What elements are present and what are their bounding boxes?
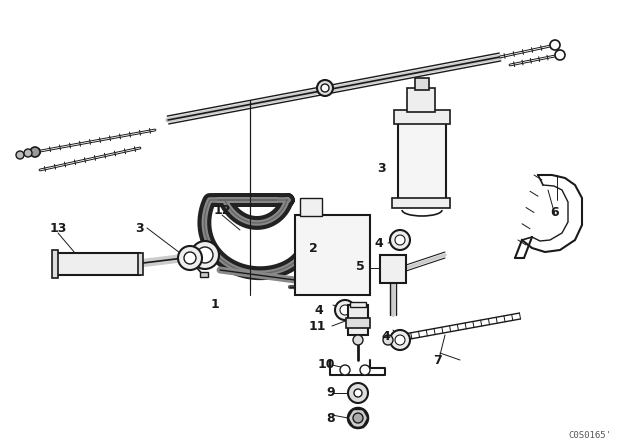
Bar (407, 88, 435, 112)
Bar (55, 253, 140, 275)
Circle shape (191, 241, 219, 269)
Text: 11: 11 (308, 319, 326, 332)
Circle shape (317, 80, 333, 96)
Text: 3: 3 (378, 161, 387, 175)
Bar (380, 255, 406, 283)
Bar (52, 250, 58, 278)
Text: 1: 1 (211, 298, 220, 311)
Text: 10: 10 (317, 358, 335, 371)
Circle shape (395, 235, 405, 245)
Text: 3: 3 (136, 221, 144, 234)
Text: 7: 7 (434, 353, 442, 366)
Circle shape (197, 247, 213, 263)
Bar (350, 302, 366, 307)
Text: 9: 9 (326, 387, 335, 400)
Circle shape (550, 40, 560, 50)
Bar (398, 120, 446, 200)
Circle shape (335, 300, 355, 320)
Text: 12: 12 (213, 203, 231, 216)
Circle shape (30, 147, 40, 157)
Circle shape (348, 408, 368, 428)
Circle shape (16, 151, 24, 159)
Circle shape (360, 365, 370, 375)
Text: 6: 6 (550, 206, 559, 219)
Bar (295, 215, 370, 295)
Circle shape (340, 365, 350, 375)
Bar (346, 318, 370, 328)
Circle shape (353, 413, 363, 423)
Circle shape (184, 252, 196, 264)
Text: 4: 4 (374, 237, 383, 250)
Text: C0S0165': C0S0165' (568, 431, 611, 439)
Bar (200, 272, 208, 277)
Bar (392, 198, 450, 208)
Bar (394, 110, 450, 124)
Circle shape (348, 383, 368, 403)
Circle shape (178, 246, 202, 270)
Circle shape (390, 230, 410, 250)
Text: 13: 13 (49, 221, 67, 234)
Circle shape (321, 84, 329, 92)
Bar (415, 78, 429, 90)
Circle shape (24, 149, 32, 157)
Circle shape (340, 305, 350, 315)
Circle shape (395, 335, 405, 345)
Bar (300, 198, 322, 216)
Text: 4: 4 (381, 329, 390, 343)
Circle shape (354, 389, 362, 397)
Bar (348, 305, 368, 335)
Circle shape (555, 50, 565, 60)
Circle shape (383, 335, 393, 345)
Circle shape (353, 335, 363, 345)
Text: 5: 5 (356, 260, 365, 273)
Text: 8: 8 (326, 412, 335, 425)
Circle shape (390, 330, 410, 350)
Text: 4: 4 (314, 303, 323, 316)
Text: 2: 2 (309, 241, 318, 254)
Bar (138, 253, 143, 275)
